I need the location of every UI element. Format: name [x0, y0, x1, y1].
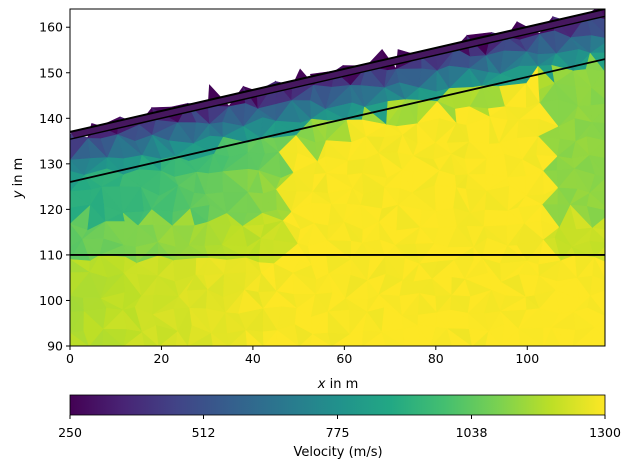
x-tick-label: 0: [66, 351, 74, 366]
mesh-cell: [612, 0, 626, 20]
colorbar-label: Velocity (m/s): [293, 445, 382, 460]
x-tick-label: 100: [515, 351, 539, 366]
mesh-cell: [608, 220, 626, 243]
mesh-cell: [608, 211, 626, 229]
mesh-cell: [610, 99, 626, 123]
mesh-cell: [611, 13, 626, 38]
plot-area: [69, 0, 627, 347]
mesh-cell: [607, 310, 626, 323]
y-tick-label: 100: [39, 293, 63, 308]
mesh-cell: [604, 52, 605, 53]
mesh-cell: [607, 243, 626, 263]
x-tick-label: 20: [153, 351, 169, 366]
mesh-cell: [611, 13, 626, 38]
mesh-cell: [604, 140, 605, 141]
mesh-cell: [610, 84, 626, 103]
colorbar-ticks: 250 512 775 1038 1300: [58, 415, 621, 440]
mesh-cell: [603, 52, 605, 71]
mesh-cell: [604, 140, 605, 141]
y-tick-label: 110: [39, 247, 63, 262]
mesh-cell: [610, 103, 626, 123]
near-surface-band: [70, 10, 605, 139]
velocity-mesh: [70, 0, 627, 346]
mesh-cell: [603, 69, 605, 71]
y-tick-label: 160: [39, 20, 63, 35]
y-tick-label: 120: [39, 202, 63, 217]
mesh-cell: [609, 242, 627, 257]
y-axis-label: y in m: [11, 158, 26, 199]
colorbar-tick-label: 250: [58, 425, 82, 440]
mesh-cell: [612, 207, 626, 220]
mesh-cell: [606, 155, 626, 178]
x-tick-label: 40: [245, 351, 261, 366]
mesh-cell: [611, 38, 626, 55]
mesh-cell: [606, 317, 626, 326]
mesh-cell: [606, 177, 626, 189]
mesh-cell: [607, 257, 626, 281]
axes-frame: [69, 8, 606, 347]
mesh-cell: [607, 296, 626, 316]
x-tick-label: 60: [336, 351, 352, 366]
mesh-cell: [606, 177, 626, 188]
mesh-cell: [604, 139, 605, 141]
mesh-cell: [604, 289, 605, 291]
colorbar-gradient: [69, 394, 606, 416]
y-tick-label: 90: [47, 339, 63, 354]
mesh-cell: [604, 70, 605, 72]
colorbar-tick-label: 512: [192, 425, 216, 440]
y-axis-ticks: 90 100 110 120 130 140 150 160: [39, 20, 70, 354]
mesh-cell: [607, 257, 626, 281]
y-tick-label: 130: [39, 156, 63, 171]
y-tick-label: 140: [39, 111, 63, 126]
x-axis-ticks: 0 20 40 60 80 100: [66, 346, 539, 366]
mesh-cell: [612, 188, 626, 211]
colorbar-tick-label: 1038: [456, 425, 488, 440]
colorbar: 250 512 775 1038 1300 Velocity (m/s): [58, 394, 621, 460]
mesh-cell: [606, 324, 626, 346]
mesh-cell: [606, 155, 626, 178]
surface-line-lower: [70, 15, 605, 140]
mesh-cell: [612, 324, 626, 346]
layer-boundary-1: [70, 58, 605, 183]
mesh-cell: [604, 289, 605, 292]
surface-line: [70, 9, 605, 133]
mesh-cell: [609, 220, 627, 243]
mesh-cell: [603, 69, 605, 73]
mesh-cell: [612, 188, 626, 211]
mesh-cell: [605, 140, 626, 154]
mesh-cell: [610, 86, 626, 103]
colorbar-tick-label: 1300: [589, 425, 621, 440]
y-tick-label: 150: [39, 65, 63, 80]
x-tick-label: 80: [428, 351, 444, 366]
layer-boundaries: [70, 9, 605, 256]
mesh-cell: [607, 276, 626, 296]
x-axis-label: x in m: [317, 377, 358, 392]
colorbar-tick-label: 775: [326, 425, 350, 440]
